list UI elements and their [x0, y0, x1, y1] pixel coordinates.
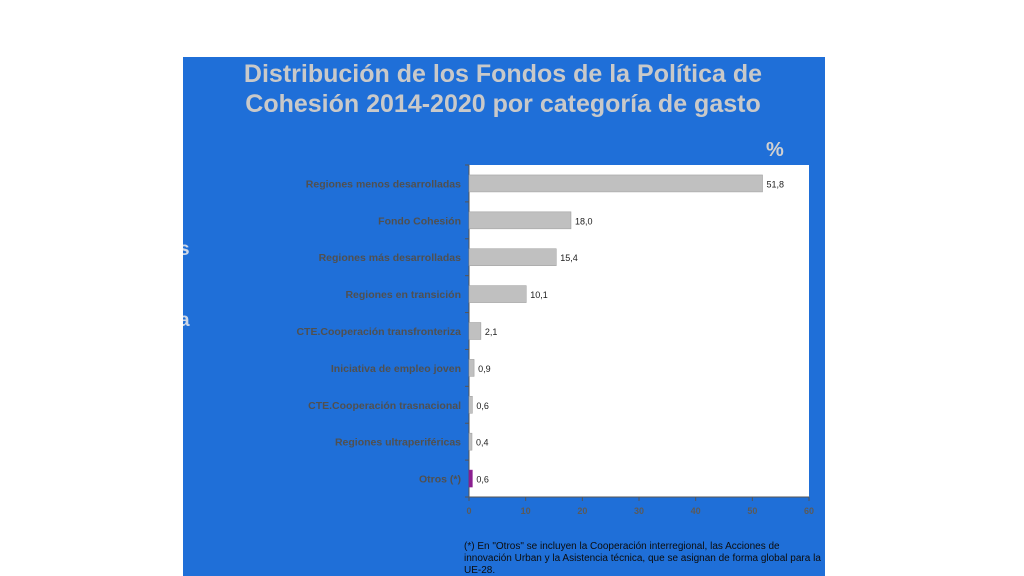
- x-tick-label: 50: [747, 506, 757, 516]
- data-label: 18,0: [575, 216, 593, 226]
- bar: [468, 174, 763, 193]
- category-label: CTE.Cooperación transfronteriza: [296, 326, 461, 338]
- bar: [468, 322, 482, 340]
- data-label: 0,6: [476, 401, 489, 411]
- bar: [468, 248, 557, 266]
- x-tick-label: 30: [634, 506, 644, 516]
- bar: [468, 211, 572, 230]
- data-label: 0,6: [476, 475, 489, 485]
- x-tick-label: 10: [521, 506, 531, 516]
- data-label: 15,4: [560, 253, 578, 263]
- data-label: 0,4: [476, 438, 489, 448]
- bar: [468, 285, 527, 303]
- unit-label: %: [766, 139, 784, 161]
- data-label: 2,1: [485, 327, 498, 337]
- category-label: Regiones más desarrolladas: [319, 252, 462, 264]
- bar: [468, 469, 473, 488]
- bar: [468, 396, 473, 414]
- chart-title-line2: Cohesión 2014-2020 por categoría de gast…: [245, 90, 761, 118]
- left-text-fragment: s: [183, 239, 190, 260]
- category-label: Fondo Cohesión: [378, 215, 461, 227]
- x-tick-label: 40: [691, 506, 701, 516]
- chart-title-line1: Distribución de los Fondos de la Polític…: [243, 60, 763, 88]
- x-tick-label: 60: [804, 506, 814, 516]
- chart-title: Distribución de los Fondos de la Polític…: [203, 59, 803, 119]
- data-label: 51,8: [767, 179, 785, 189]
- category-label: Regiones menos desarrolladas: [306, 178, 461, 190]
- data-label: 10,1: [530, 290, 548, 300]
- slide: Distribución de los Fondos de la Polític…: [183, 57, 825, 576]
- category-label: Iniciativa de empleo joven: [331, 363, 461, 375]
- x-tick-label: 20: [577, 506, 587, 516]
- bar: [468, 359, 475, 377]
- category-label: Regiones en transición: [345, 289, 461, 301]
- footnote: (*) En "Otros" se incluyen la Cooperació…: [464, 541, 821, 576]
- category-label: CTE.Cooperación trasnacional: [308, 400, 461, 412]
- bar-chart: 0 10 20 30 40 50 60 Regiones menos desarrollada…: [296, 164, 814, 516]
- category-label: Otros (*): [419, 474, 461, 486]
- x-tick-label: 0: [466, 506, 471, 516]
- bar: [468, 432, 473, 451]
- category-label: Regiones ultraperiféricas: [335, 437, 461, 449]
- data-label: 0,9: [478, 364, 491, 374]
- left-text-fragment: a: [183, 310, 190, 331]
